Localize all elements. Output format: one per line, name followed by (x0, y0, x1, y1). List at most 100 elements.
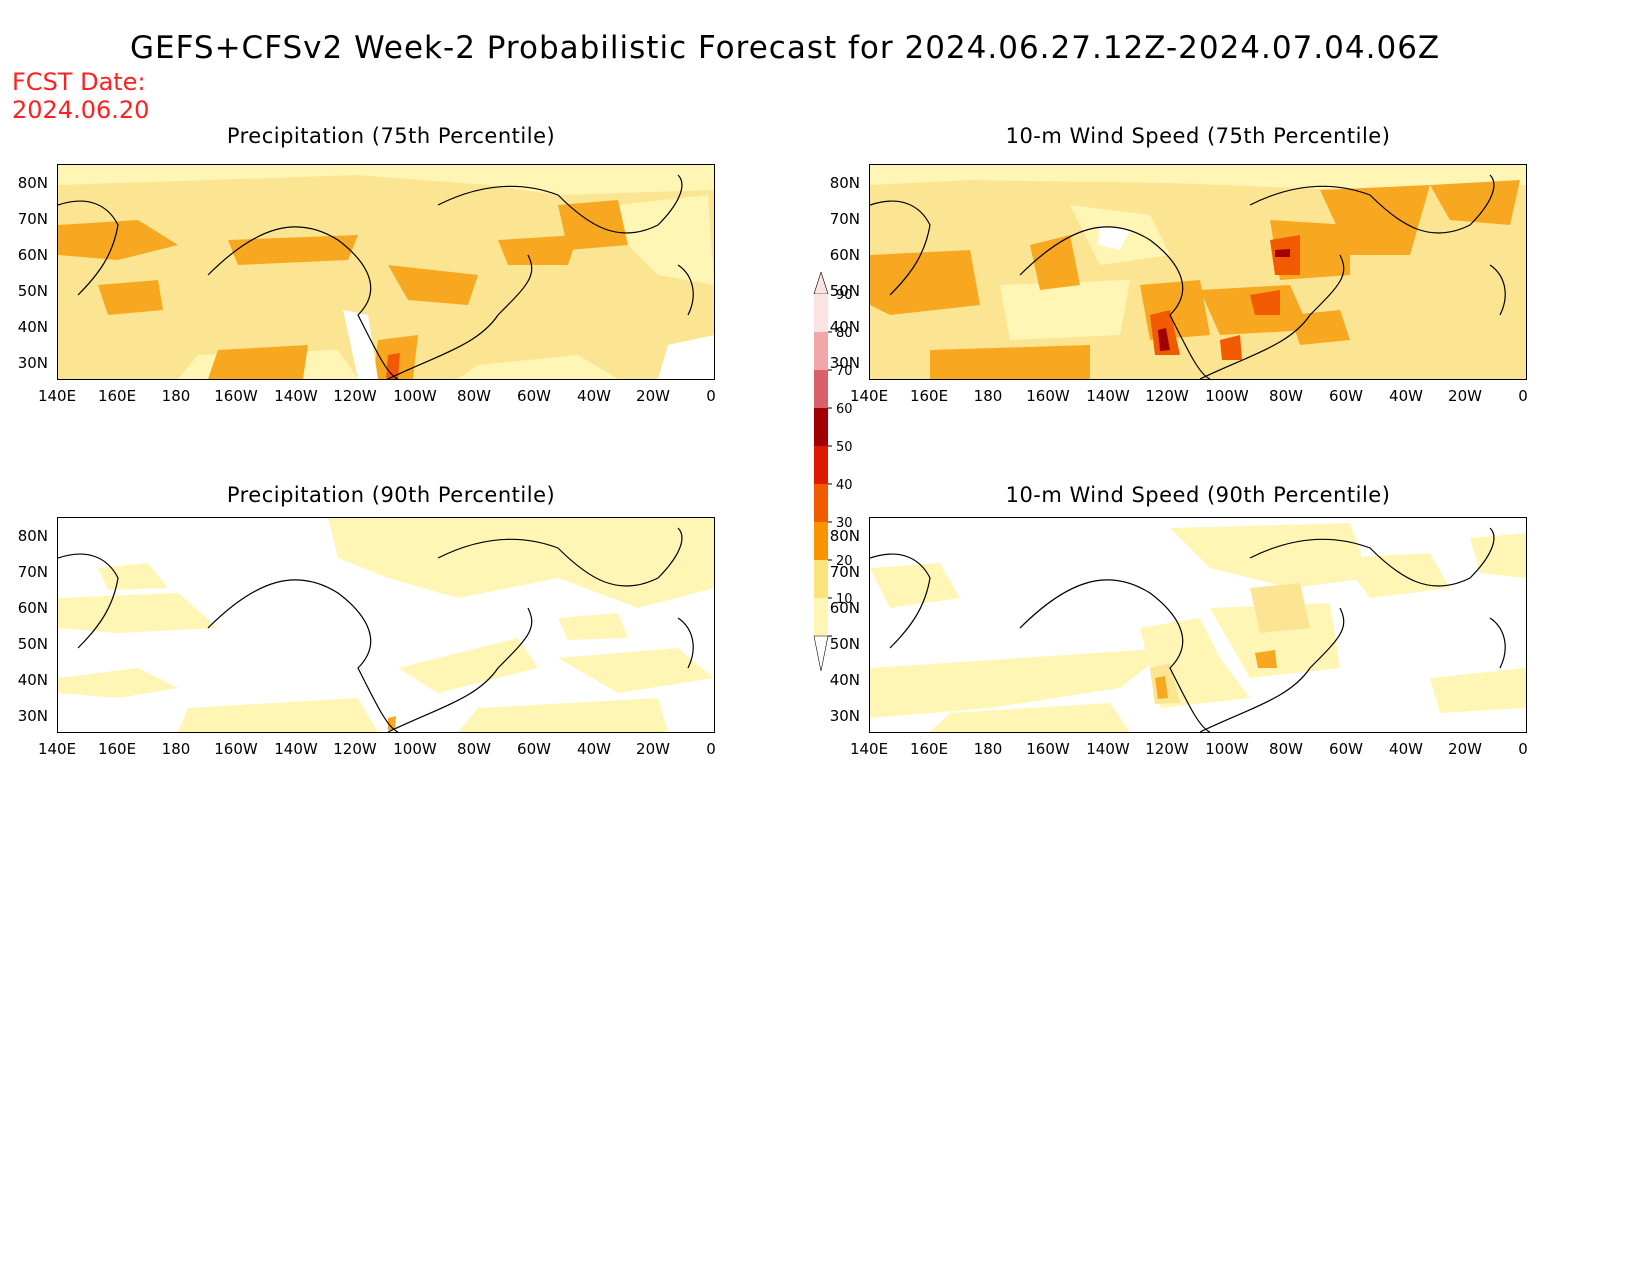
lon-tick: 100W (1205, 387, 1249, 405)
lon-tick: 0 (706, 387, 716, 405)
lat-tick: 50N (829, 635, 860, 653)
colorbar-swatch (814, 370, 828, 408)
lat-tick: 60N (17, 246, 48, 264)
lon-tick: 80W (1269, 387, 1303, 405)
lat-tick: 30N (17, 354, 48, 372)
lon-tick: 60W (1329, 387, 1363, 405)
lon-tick: 160E (909, 740, 949, 758)
lon-tick: 140E (849, 740, 889, 758)
colorbar-swatch (814, 446, 828, 484)
lon-tick: 60W (517, 387, 551, 405)
lon-tick: 140E (37, 387, 77, 405)
colorbar-label: 50 (836, 440, 853, 455)
lon-tick: 140W (1086, 740, 1130, 758)
colorbar: 90 80 70 60 50 40 30 20 10 (806, 271, 896, 672)
lon-tick: 40W (577, 387, 611, 405)
colorbar-svg: 90 80 70 60 50 40 30 20 10 (813, 271, 853, 672)
colorbar-top-triangle (813, 271, 829, 295)
lon-tick: 0 (706, 740, 716, 758)
colorbar-label: 10 (836, 592, 853, 607)
lon-tick: 40W (1389, 387, 1423, 405)
lon-tick: 0 (1518, 740, 1528, 758)
lat-tick: 80N (17, 527, 48, 545)
lon-tick: 100W (393, 387, 437, 405)
lon-tick: 140W (274, 740, 318, 758)
lon-tick: 160W (214, 740, 258, 758)
lon-tick: 40W (577, 740, 611, 758)
lon-tick: 20W (636, 387, 670, 405)
colorbar-swatch (814, 598, 828, 636)
colorbar-swatch (814, 484, 828, 522)
lon-tick: 80W (457, 740, 491, 758)
colorbar-label: 30 (836, 516, 853, 531)
panel-title-wind-90: 10-m Wind Speed (90th Percentile) (1005, 483, 1391, 507)
lon-tick: 140W (274, 387, 318, 405)
colorbar-bottom-triangle (813, 635, 829, 672)
forecast-date-label: FCST Date: (12, 68, 146, 96)
lat-tick: 60N (829, 599, 860, 617)
lon-tick: 20W (1448, 740, 1482, 758)
lat-tick: 60N (17, 599, 48, 617)
lat-tick: 30N (829, 354, 860, 372)
lon-tick: 20W (1448, 387, 1482, 405)
lon-tick: 120W (333, 740, 377, 758)
lon-tick: 120W (1145, 740, 1189, 758)
lat-tick: 40N (17, 318, 48, 336)
lon-tick: 160W (1026, 387, 1070, 405)
lon-tick: 60W (1329, 740, 1363, 758)
lon-tick: 80W (1269, 740, 1303, 758)
lon-tick: 160E (909, 387, 949, 405)
lat-tick: 50N (17, 635, 48, 653)
map-wind-90 (869, 517, 1527, 733)
map-precip-90 (57, 517, 715, 733)
lon-tick: 140E (37, 740, 77, 758)
lon-tick: 120W (333, 387, 377, 405)
colorbar-label: 60 (836, 402, 853, 417)
forecast-date-block: FCST Date: 2024.06.20 (12, 68, 149, 124)
lon-tick: 100W (1205, 740, 1249, 758)
colorbar-label: 70 (836, 364, 853, 379)
panel-title-wind-75: 10-m Wind Speed (75th Percentile) (1005, 124, 1391, 148)
lon-tick: 160W (214, 387, 258, 405)
lon-tick: 80W (457, 387, 491, 405)
colorbar-swatch (814, 294, 828, 332)
map-precip-75 (57, 164, 715, 380)
lon-tick: 180 (973, 387, 1003, 405)
map-wind-75 (869, 164, 1527, 380)
lat-tick: 50N (829, 282, 860, 300)
lat-tick: 70N (17, 210, 48, 228)
lat-tick: 80N (17, 174, 48, 192)
lat-tick: 80N (829, 527, 860, 545)
lon-tick: 160W (1026, 740, 1070, 758)
lat-tick: 40N (829, 671, 860, 689)
main-title: GEFS+CFSv2 Week-2 Probabilistic Forecast… (130, 30, 1441, 66)
lon-tick: 140E (849, 387, 889, 405)
lon-tick: 100W (393, 740, 437, 758)
lat-tick: 40N (17, 671, 48, 689)
colorbar-swatch (814, 408, 828, 446)
colorbar-label: 40 (836, 478, 853, 493)
lon-tick: 120W (1145, 387, 1189, 405)
colorbar-swatch (814, 522, 828, 560)
lon-tick: 180 (161, 740, 191, 758)
colorbar-swatch (814, 332, 828, 370)
colorbar-label: 90 (836, 288, 853, 303)
lon-tick: 160E (97, 740, 137, 758)
lon-tick: 180 (161, 387, 191, 405)
lon-tick: 60W (517, 740, 551, 758)
colorbar-label: 20 (836, 554, 853, 569)
lon-tick: 40W (1389, 740, 1423, 758)
lon-tick: 20W (636, 740, 670, 758)
forecast-date-value: 2024.06.20 (12, 96, 150, 124)
lon-tick: 160E (97, 387, 137, 405)
lon-tick: 0 (1518, 387, 1528, 405)
panel-title-precip-75: Precipitation (75th Percentile) (226, 124, 556, 148)
panel-title-precip-90: Precipitation (90th Percentile) (226, 483, 556, 507)
lon-tick: 180 (973, 740, 1003, 758)
lat-tick: 60N (829, 246, 860, 264)
lat-tick: 70N (17, 563, 48, 581)
lat-tick: 30N (829, 707, 860, 725)
lat-tick: 70N (829, 210, 860, 228)
colorbar-label: 80 (836, 326, 853, 341)
lon-tick: 140W (1086, 387, 1130, 405)
